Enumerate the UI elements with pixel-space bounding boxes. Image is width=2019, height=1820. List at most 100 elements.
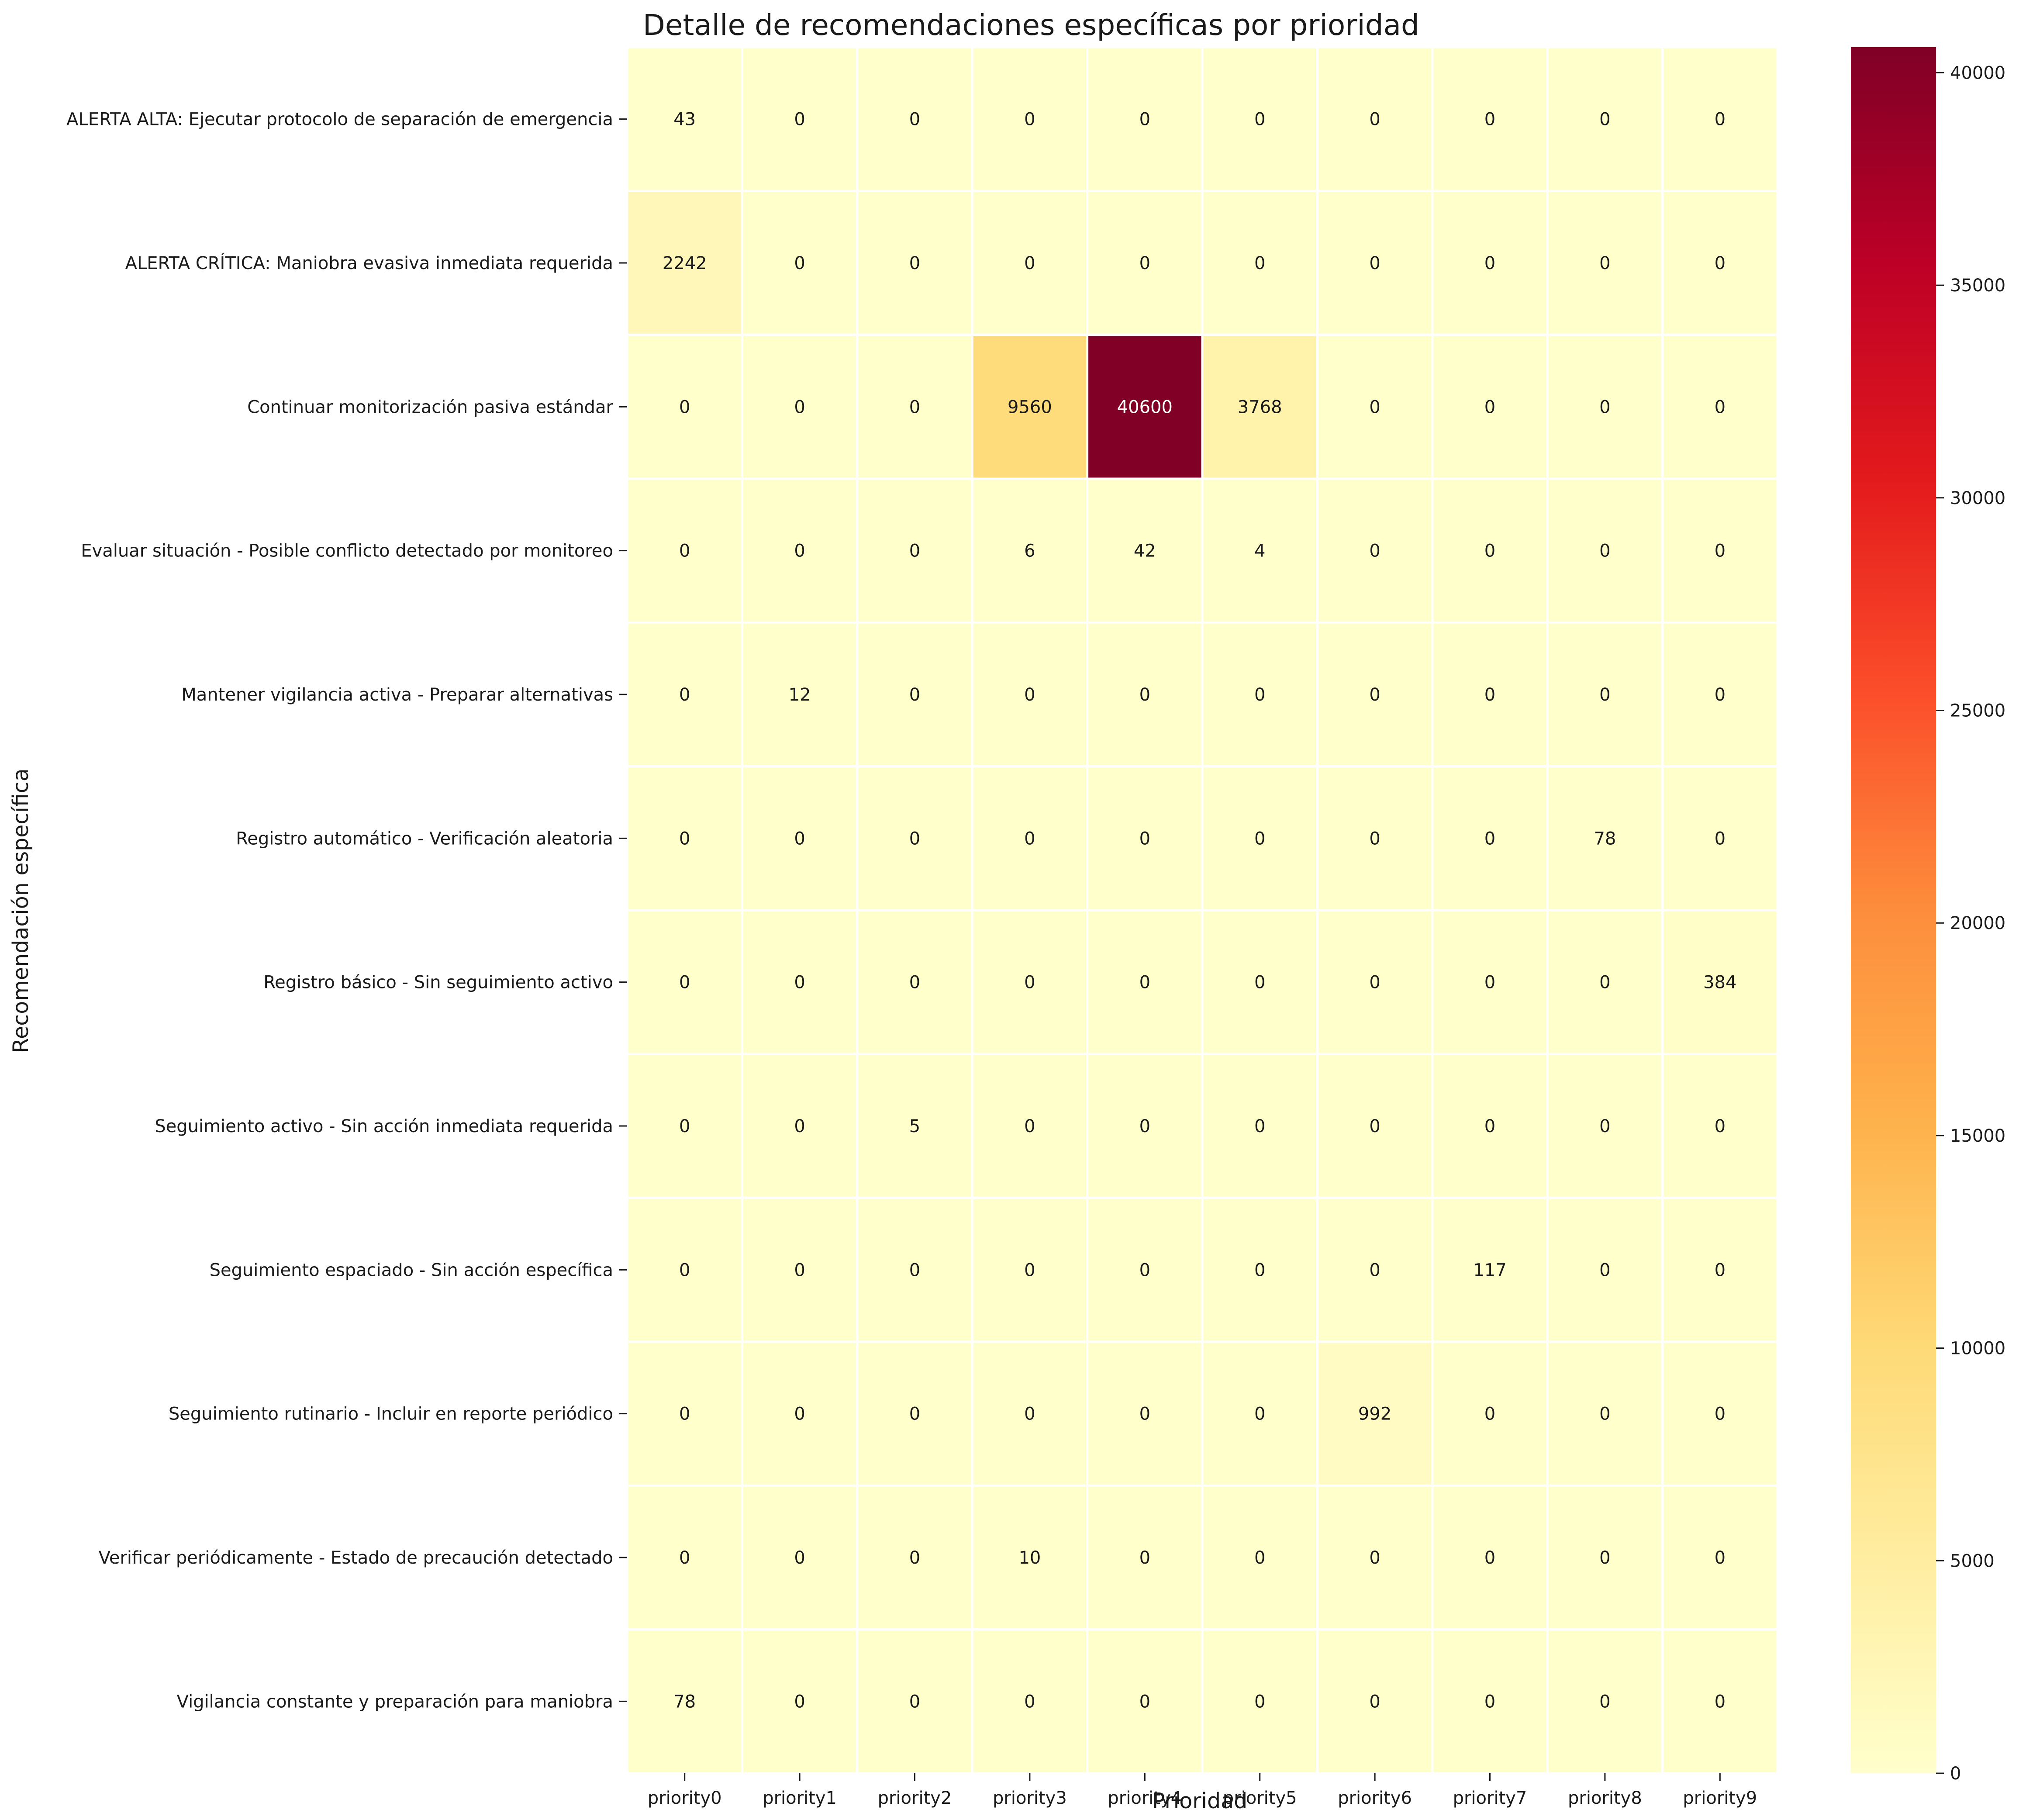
cell-value-label: 0 xyxy=(1599,1548,1610,1568)
cell-value-label: 0 xyxy=(1369,397,1380,417)
heatmap-cell xyxy=(1546,477,1664,624)
colorbar-tick-label: 25000 xyxy=(1950,701,2005,721)
heatmap-cell xyxy=(971,1484,1089,1631)
heatmap-cell xyxy=(1546,1197,1664,1343)
cell-value-label: 4 xyxy=(1254,541,1265,561)
cell-value-label: 0 xyxy=(1715,685,1726,705)
cell-value-label: 0 xyxy=(1484,110,1495,130)
heatmap-cell xyxy=(1546,334,1664,480)
cell-value-label: 0 xyxy=(1369,1548,1380,1568)
x-tick-label: priority5 xyxy=(1223,1788,1297,1808)
cell-value-label: 9560 xyxy=(1008,397,1052,417)
x-tick-label: priority0 xyxy=(648,1788,722,1808)
y-tick-label: Registro automático - Verificación aleat… xyxy=(236,829,613,849)
heatmap-cell xyxy=(1201,1053,1318,1199)
cell-value-label: 0 xyxy=(1024,1116,1035,1136)
cell-value-label: 0 xyxy=(1024,1404,1035,1424)
cell-value-label: 0 xyxy=(1715,541,1726,561)
cell-value-label: 0 xyxy=(1024,110,1035,130)
cell-value-label: 0 xyxy=(1715,1692,1726,1712)
cell-value-label: 0 xyxy=(679,541,690,561)
cell-value-label: 0 xyxy=(1715,1260,1726,1280)
cell-value-label: 0 xyxy=(909,541,920,561)
y-tick-label: Evaluar situación - Posible conflicto de… xyxy=(81,541,613,561)
heatmap-cell xyxy=(1661,477,1779,624)
cell-value-label: 0 xyxy=(794,1692,805,1712)
heatmap-cell xyxy=(626,1340,743,1487)
cell-value-label: 0 xyxy=(1254,253,1265,273)
y-axis-label: Recomendación específica xyxy=(8,768,33,1053)
cell-value-label: 0 xyxy=(679,1116,690,1136)
cell-value-label: 0 xyxy=(794,829,805,849)
heatmap-cell xyxy=(1661,190,1779,336)
heatmap-cell xyxy=(626,909,743,1055)
cell-value-label: 0 xyxy=(794,541,805,561)
cell-value-label: 6 xyxy=(1024,541,1035,561)
cell-value-label: 0 xyxy=(909,253,920,273)
heatmap-cell xyxy=(741,1484,859,1631)
heatmap-cell xyxy=(1201,621,1318,768)
cell-value-label: 0 xyxy=(909,1404,920,1424)
cell-value-label: 0 xyxy=(1599,685,1610,705)
cell-value-label: 384 xyxy=(1703,973,1736,993)
heatmap-cell xyxy=(856,621,973,768)
cell-value-label: 0 xyxy=(909,685,920,705)
cell-value-label: 0 xyxy=(1024,829,1035,849)
heatmap-cell xyxy=(1431,334,1549,480)
heatmap-cell xyxy=(1661,621,1779,768)
cell-value-label: 0 xyxy=(1139,110,1150,130)
cell-value-label: 0 xyxy=(1139,685,1150,705)
cell-value-label: 0 xyxy=(1254,1548,1265,1568)
heatmap-cell xyxy=(1316,621,1434,768)
cell-value-label: 0 xyxy=(1599,1116,1610,1136)
x-tick-label: priority7 xyxy=(1453,1788,1527,1808)
colorbar-tick-label: 30000 xyxy=(1950,488,2005,508)
heatmap-cell xyxy=(741,1053,859,1199)
cell-value-label: 0 xyxy=(1599,1692,1610,1712)
cell-value-label: 0 xyxy=(1139,1692,1150,1712)
heatmap-cell xyxy=(1661,1197,1779,1343)
heatmap-cell xyxy=(741,334,859,480)
colorbar-tick-label: 40000 xyxy=(1950,63,2005,83)
cell-value-label: 0 xyxy=(1139,829,1150,849)
heatmap-cell xyxy=(1316,1340,1434,1487)
cell-value-label: 0 xyxy=(1599,1404,1610,1424)
cell-value-label: 0 xyxy=(1715,829,1726,849)
colorbar-tick-label: 35000 xyxy=(1950,276,2005,296)
cell-value-label: 0 xyxy=(1599,973,1610,993)
cell-value-label: 0 xyxy=(909,1692,920,1712)
cell-value-label: 0 xyxy=(909,110,920,130)
cell-value-label: 0 xyxy=(794,973,805,993)
cell-value-label: 0 xyxy=(794,1116,805,1136)
cell-value-label: 0 xyxy=(1024,1260,1035,1280)
cell-value-label: 0 xyxy=(1139,1260,1150,1280)
cell-value-label: 0 xyxy=(1484,829,1495,849)
heatmap-cell xyxy=(1546,765,1664,912)
heatmap-cell xyxy=(1316,477,1434,624)
cell-value-label: 10 xyxy=(1018,1548,1041,1568)
cell-value-label: 0 xyxy=(909,1260,920,1280)
colorbar-tick-label: 0 xyxy=(1950,1764,1961,1784)
cell-value-label: 0 xyxy=(1139,253,1150,273)
heatmap-cell xyxy=(626,765,743,912)
chart-title: Detalle de recomendaciones específicas p… xyxy=(643,8,1419,42)
cell-value-label: 0 xyxy=(1024,973,1035,993)
heatmap-cell xyxy=(626,334,743,480)
cell-value-label: 0 xyxy=(1484,1692,1495,1712)
cell-value-label: 0 xyxy=(1599,541,1610,561)
heatmap-cell xyxy=(971,190,1089,336)
y-tick-label: Seguimiento rutinario - Incluir en repor… xyxy=(169,1404,613,1424)
cell-value-label: 0 xyxy=(1254,973,1265,993)
cell-value-label: 992 xyxy=(1358,1404,1391,1424)
y-tick-label: Verificar periódicamente - Estado de pre… xyxy=(99,1548,613,1568)
y-tick-label: Registro básico - Sin seguimiento activo xyxy=(263,973,613,993)
heatmap-cell xyxy=(1086,1053,1204,1199)
cell-value-label: 0 xyxy=(1369,110,1380,130)
heatmap-cell xyxy=(1431,1053,1549,1199)
cell-value-label: 0 xyxy=(1369,253,1380,273)
heatmap-cell xyxy=(741,1197,859,1343)
y-tick-label: Continuar monitorización pasiva estándar xyxy=(247,397,613,417)
cell-value-label: 78 xyxy=(673,1692,696,1712)
cell-value-label: 0 xyxy=(794,397,805,417)
heatmap-cell xyxy=(1201,190,1318,336)
